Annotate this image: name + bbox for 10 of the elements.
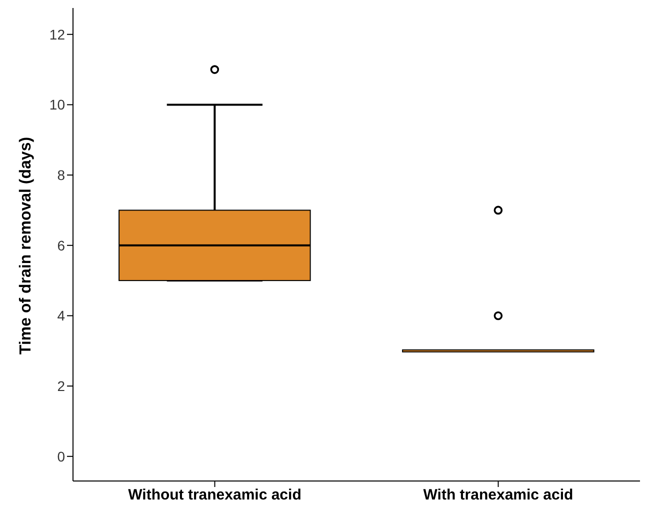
y-tick-label: 4	[57, 308, 66, 324]
y-tick-label: 6	[57, 237, 66, 254]
x-tick-label: Without tranexamic acid	[128, 486, 302, 504]
y-tick-label: 12	[49, 26, 66, 42]
y-tick-label: 0	[57, 448, 66, 464]
y-tick-label: 10	[49, 96, 66, 113]
y-tick-label: 8	[57, 167, 66, 184]
x-tick-label: With tranexamic acid	[423, 486, 574, 504]
y-axis-title: Time of drain removal (days)	[18, 136, 35, 354]
y-tick-label: 2	[57, 378, 66, 394]
